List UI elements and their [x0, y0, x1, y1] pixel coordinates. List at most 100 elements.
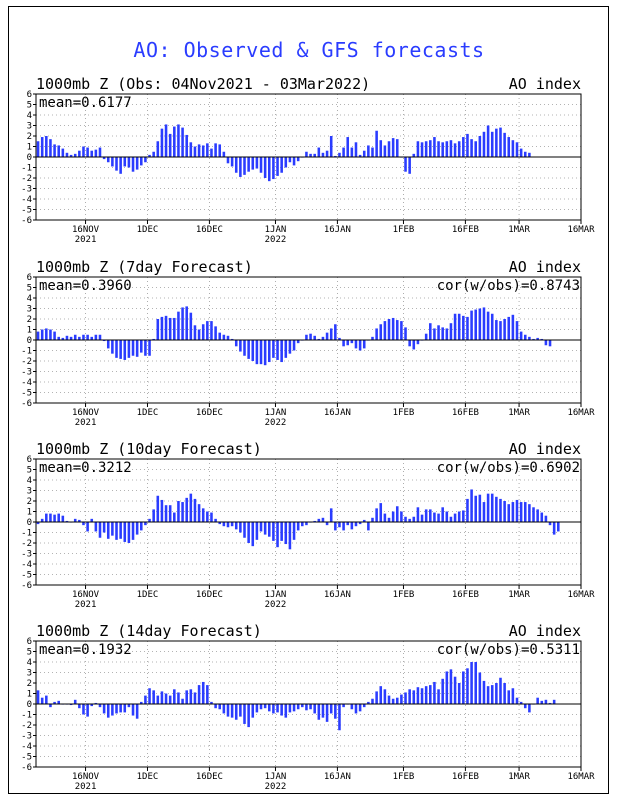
bar [371, 517, 374, 522]
bar [193, 692, 197, 704]
bar [536, 509, 539, 522]
bar [267, 340, 271, 363]
bar [507, 504, 511, 522]
bar [412, 690, 416, 704]
panel-title-10day: 1000mb Z (10day Forecast) [36, 440, 262, 458]
y-tick-label: 3 [27, 122, 32, 132]
x-tick-year-label: 2022 [265, 235, 287, 245]
bar [453, 313, 457, 340]
bar [400, 511, 403, 522]
y-tick-label: -1 [21, 529, 32, 539]
bar [490, 493, 494, 522]
x-tick-label: 1JAN [265, 408, 287, 418]
bar [222, 334, 226, 340]
bar [441, 678, 444, 704]
x-tick-label: 16DEC [196, 590, 223, 600]
bar [243, 157, 246, 175]
y-tick-label: -2 [21, 357, 32, 367]
bar [230, 338, 234, 340]
bar [255, 340, 259, 365]
bar [106, 704, 110, 718]
bar [251, 157, 255, 170]
bar [102, 522, 106, 533]
bar [127, 522, 131, 543]
bar [135, 340, 139, 357]
x-tick-label: 16MAR [567, 225, 595, 235]
bar [111, 340, 114, 354]
bar [478, 672, 482, 704]
chart-svg-observed: 1000mb Z (Obs: 04Nov2021 - 03Mar2022) AO … [21, 75, 595, 245]
bar [292, 522, 296, 540]
bar [156, 141, 160, 157]
bar [367, 522, 370, 531]
y-tick-label: 4 [27, 658, 32, 668]
bar [148, 688, 151, 704]
bar [507, 316, 511, 340]
bar [313, 335, 316, 340]
bar [503, 683, 506, 704]
bar [94, 702, 98, 704]
bar [214, 518, 217, 522]
x-tick-label: 16NOV [72, 225, 100, 235]
bar [119, 157, 122, 174]
bar [383, 689, 387, 704]
y-tick-label: 0 [27, 700, 32, 710]
bar [210, 148, 213, 157]
bar [342, 704, 345, 708]
bar [515, 321, 519, 340]
bar [404, 692, 407, 704]
x-tick-year-label: 2021 [75, 235, 97, 245]
bar [36, 690, 40, 704]
bar [86, 147, 89, 157]
bar [495, 683, 498, 704]
bar [201, 508, 205, 522]
bar [226, 704, 230, 717]
bar [193, 146, 197, 157]
bar [251, 522, 255, 547]
bar [334, 155, 337, 157]
bar [123, 340, 127, 360]
bar [305, 522, 308, 526]
bar [342, 340, 345, 347]
bar [528, 152, 531, 157]
bar [441, 327, 444, 340]
y-tick-label: 2 [27, 497, 32, 507]
bar [144, 695, 147, 704]
bar [536, 697, 539, 704]
bar [412, 153, 416, 157]
bar [276, 340, 279, 360]
y-tick-label: 5 [27, 466, 32, 476]
bar [453, 513, 457, 522]
bar [523, 502, 527, 522]
panel-14day: 1000mb Z (14day Forecast) AO index 6 5 4 3 2 1 0… [0, 617, 618, 807]
bar [230, 522, 234, 527]
bar [338, 522, 341, 528]
bar [416, 141, 420, 157]
bar [288, 704, 292, 713]
bar [65, 520, 69, 522]
x-tick-label: 1FEB [393, 408, 415, 418]
x-tick-year-label: 2022 [265, 418, 287, 428]
bar [135, 157, 139, 170]
x-tick-label: 16MAR [567, 408, 595, 418]
bar [288, 157, 292, 163]
mean-label: mean=0.3960 [39, 278, 132, 294]
bar [57, 700, 60, 704]
bar [140, 340, 143, 353]
bar [383, 145, 387, 157]
chart-svg-7day: 1000mb Z (7day Forecast) AO index6543210-… [21, 258, 595, 428]
bar [387, 141, 391, 157]
y-tick-label: -1 [21, 347, 32, 357]
bar [160, 691, 164, 704]
bar [255, 157, 259, 169]
bar [395, 697, 399, 704]
bar [519, 148, 523, 157]
bar [379, 503, 383, 522]
bar [391, 698, 395, 704]
bar [280, 157, 283, 173]
bar [61, 148, 65, 157]
bar [470, 139, 473, 157]
bar [301, 522, 304, 527]
bar [164, 505, 168, 522]
mean-label: mean=0.6177 [39, 95, 132, 111]
